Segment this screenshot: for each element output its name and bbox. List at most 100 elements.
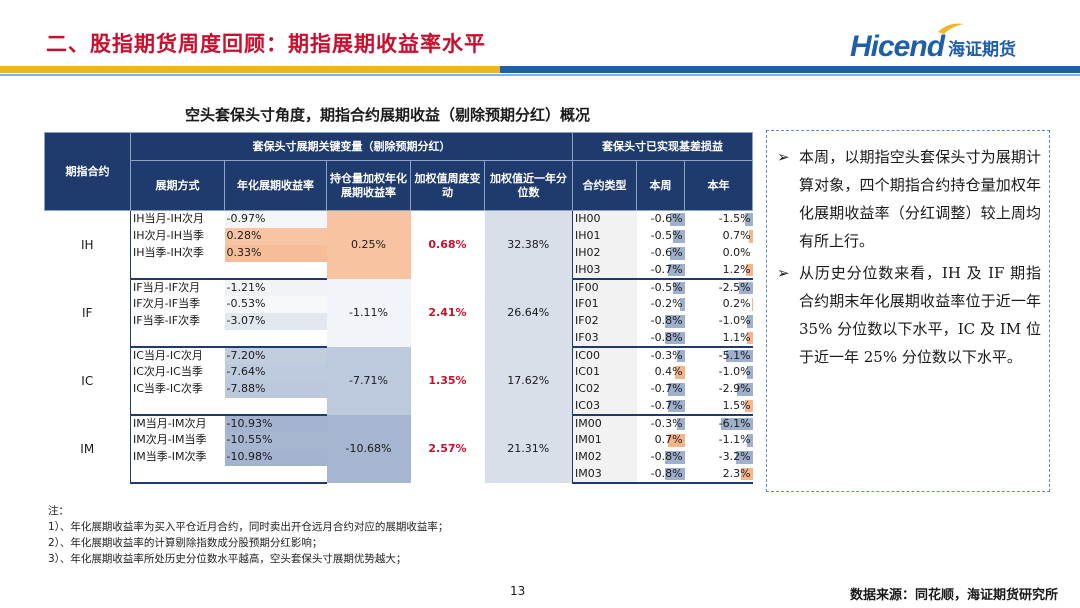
summary-box: ➢ 本周，以期指空头套保头寸为展期计算对象，四个期指合约持仓量加权年化展期收益率…	[766, 130, 1050, 492]
week-basis-value: -0.7%	[650, 398, 683, 412]
logo-swoosh-icon	[938, 23, 964, 34]
header-annual: 年化展期收益率	[224, 160, 327, 211]
week-basis-value: -0.3%	[650, 348, 683, 362]
header-week-chg: 加权值周度变动	[410, 160, 485, 211]
week-basis-bar	[665, 314, 685, 328]
summary-text-2: 从历史分位数来看，IH 及 IF 期指合约期末年化展期收益率位于近一年 35% …	[799, 264, 1041, 366]
contract-type: IH01	[572, 227, 637, 245]
contract-type: IM00	[572, 414, 637, 432]
year-basis: 1.5%	[684, 397, 753, 416]
year-basis-bar	[720, 417, 753, 430]
annual-yield: 0.28%	[224, 227, 327, 245]
year-basis-bar	[746, 263, 753, 276]
contract-type: IH00	[572, 210, 637, 228]
summary-point-2: ➢ 从历史分位数来看，IH 及 IF 期指合约期末年化展期收益率位于近一年 35…	[777, 259, 1041, 371]
table-row: IF IF当月-IF次月 -1.21% -1.11% 2.41% 26.64% IF00 -0…	[44, 278, 753, 347]
contract-cell: IC	[44, 346, 131, 415]
weighted-yield: -1.11%	[326, 278, 411, 347]
week-basis-value: -0.8%	[650, 314, 683, 327]
week-basis: -0.3%	[637, 347, 685, 364]
year-basis-bar	[735, 450, 753, 464]
week-basis: 0.7%	[637, 432, 685, 449]
percentile: 17.62%	[484, 346, 574, 415]
annual-yield-empty	[224, 329, 327, 348]
week-basis: -0.2%	[637, 296, 685, 313]
week-basis-bar	[665, 450, 685, 464]
header-group-right: 套保头寸已实现基差损益	[572, 132, 754, 161]
annual-yield: -10.55%	[224, 431, 327, 449]
week-basis: -0.8%	[636, 329, 685, 348]
header-week: 本周	[636, 160, 686, 211]
week-basis: 0.4%	[637, 364, 685, 381]
week-basis-bar	[679, 297, 685, 311]
table-row: IM IM当月-IM次月 -10.93% -10.68% 2.57% 21.31% IM00…	[44, 414, 753, 483]
table-row: IC IC当月-IC次月 -7.20% -7.71% 1.35% 17.62% IC00 -0…	[44, 346, 753, 415]
annual-yield: -0.97%	[224, 210, 327, 228]
table-row: IF03 -0.8% 1.1%	[45, 329, 753, 348]
annual-yield: -7.64%	[224, 363, 327, 381]
contract-type: IF03	[572, 329, 637, 348]
annual-yield: -7.20%	[224, 346, 327, 364]
company-logo: Hicend 海证期货	[850, 20, 1016, 64]
week-basis-bar	[670, 246, 685, 260]
week-basis-bar	[670, 213, 685, 226]
rollover-way-empty	[130, 261, 225, 280]
year-basis: -2.9%	[685, 381, 753, 398]
year-basis-value: -1.1%	[718, 433, 751, 446]
table-row: IC当季-IC次季 -7.88% IC02 -0.7% -2.9%	[45, 380, 753, 398]
year-basis: 0.2%	[685, 296, 753, 313]
week-basis-bar	[674, 365, 685, 379]
contract-type: IC02	[572, 380, 637, 398]
annual-yield-empty	[224, 397, 327, 416]
week-basis-bar	[672, 281, 685, 294]
year-basis: 0.7%	[685, 228, 753, 245]
contract-cell: IH	[44, 210, 131, 279]
contract-type: IC01	[572, 363, 637, 381]
annual-yield-empty	[224, 261, 327, 280]
year-basis: -1.1%	[685, 432, 753, 449]
week-basis: -0.5%	[637, 228, 685, 245]
contract-type: IM01	[572, 431, 637, 449]
year-basis: 0.0%	[685, 245, 753, 262]
year-basis-value: 0.0%	[722, 246, 751, 259]
week-basis-value: -0.5%	[650, 229, 683, 242]
contract-type: IF00	[572, 278, 637, 296]
note-2: 2）、年化展期收益率的计算剔除指数成分股预期分红影响；	[48, 537, 323, 549]
table-row: IF当季-IF次季 -3.07% IF02 -0.8% -1.0%	[45, 312, 753, 330]
year-basis-bar	[737, 382, 753, 396]
rollover-way: IC次月-IC当季	[133, 365, 203, 378]
year-basis-value: -1.0%	[718, 365, 751, 378]
annual-yield: -7.88%	[224, 380, 327, 398]
annual-yield: 0.33%	[224, 244, 327, 262]
year-basis-value: -3.2%	[718, 450, 751, 463]
year-basis-value: -2.9%	[718, 382, 751, 395]
week-basis-value: -0.7%	[650, 382, 683, 395]
week-basis-value: 0.7%	[654, 433, 683, 446]
contract-cell: IM	[44, 414, 131, 483]
year-basis-bar	[746, 433, 753, 447]
year-basis-value: -2.5%	[718, 280, 751, 294]
page-number: 13	[510, 584, 526, 598]
year-basis-bar	[748, 229, 753, 243]
weekly-change: 1.35%	[428, 373, 467, 387]
header-ctype: 合约类型	[572, 160, 638, 211]
weekly-change: 2.57%	[428, 441, 467, 455]
year-basis-bar	[740, 467, 753, 480]
annual-yield: -10.98%	[224, 448, 327, 466]
header-group-left: 套保头寸展期关键变量（剔除预期分红）	[129, 132, 574, 161]
week-basis-bar	[665, 331, 685, 344]
contract-type: IF02	[572, 312, 637, 330]
rollover-table: 期指合约 套保头寸展期关键变量（剔除预期分红） 套保头寸已实现基差损益 展期方式…	[44, 132, 754, 484]
year-basis: -1.0%	[685, 313, 753, 330]
table-row: IM03 -0.8% 2.3%	[45, 465, 753, 484]
year-basis: -6.1%	[685, 415, 753, 432]
contract-type: IH03	[572, 261, 637, 280]
contract-type: IM03	[572, 465, 637, 484]
arrow-bullet-icon: ➢	[777, 264, 790, 282]
week-basis: -0.7%	[636, 261, 685, 280]
table-row: IH IH当月-IH次月 -0.97% 0.25% 0.68% 32.38% IH00 -0.…	[44, 210, 753, 279]
week-basis-value: -0.6%	[650, 212, 683, 226]
table-caption: 空头套保头寸角度，期指合约展期收益（剔除预期分红）概况	[185, 106, 591, 124]
year-basis-value: 0.2%	[722, 297, 751, 310]
week-basis-bar	[667, 399, 685, 412]
